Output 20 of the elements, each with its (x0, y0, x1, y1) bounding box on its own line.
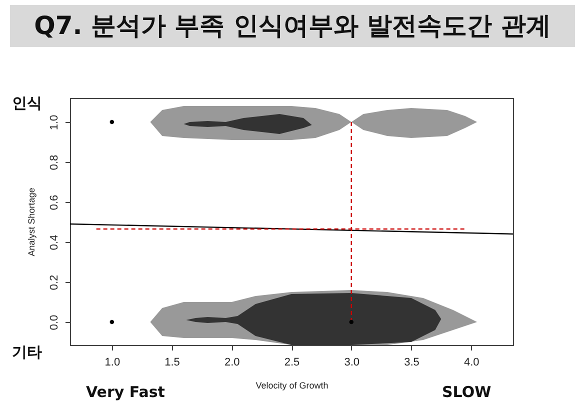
x-tick-label: 2.5 (284, 356, 300, 368)
x-tick-label: 3.5 (404, 356, 420, 368)
x-tick-label: 3.0 (344, 356, 360, 368)
text: SLOW (442, 383, 492, 401)
x-tick-label: 4.0 (464, 356, 480, 368)
x-axis-title: Velocity of Growth (256, 380, 328, 390)
x-tick-label: 1.0 (104, 356, 120, 368)
y-axis-title: Analyst Shortage (26, 188, 36, 256)
x-tick-label: 1.5 (164, 356, 180, 368)
y-tick-label: 0.4 (48, 234, 60, 250)
y-tick-label: 0.2 (48, 274, 60, 290)
y-tick-label: 0.0 (48, 314, 60, 330)
y-tick-label: 1.0 (48, 114, 60, 130)
y-tick-label: 0.6 (48, 194, 60, 210)
x-tick-label: 2.0 (224, 356, 240, 368)
text: Very Fast (86, 383, 165, 401)
y-tick-label: 0.8 (48, 154, 60, 170)
chart-title: Q7. 분석가 부족 인식여부와 발전속도간 관계 (10, 5, 575, 47)
text: 인식 (12, 94, 42, 113)
text: 기타 (12, 343, 42, 362)
